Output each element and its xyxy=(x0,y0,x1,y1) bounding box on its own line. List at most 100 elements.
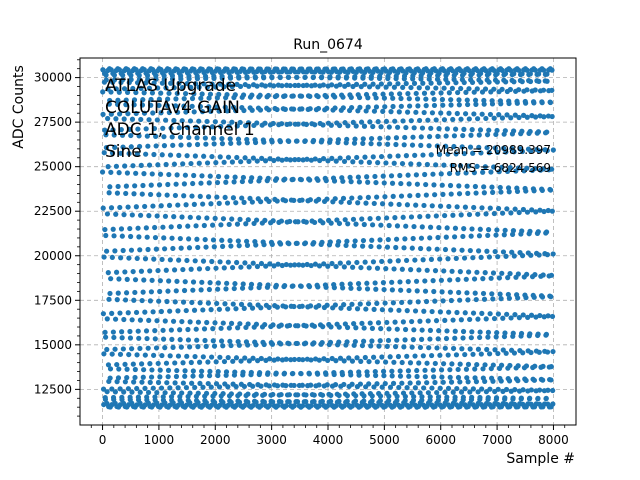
data-point xyxy=(431,374,437,380)
data-point xyxy=(162,390,168,396)
data-point xyxy=(250,155,256,161)
data-point xyxy=(388,109,394,115)
data-point xyxy=(141,367,147,373)
data-point xyxy=(107,184,113,190)
data-point xyxy=(405,279,411,285)
data-point xyxy=(478,150,484,156)
data-point xyxy=(454,385,460,392)
data-point xyxy=(195,215,202,221)
data-point xyxy=(477,329,483,335)
data-point xyxy=(199,368,205,374)
data-point xyxy=(316,196,322,202)
data-point xyxy=(389,373,395,379)
data-point xyxy=(515,378,521,384)
data-point xyxy=(545,207,551,214)
data-point xyxy=(433,117,439,123)
data-point xyxy=(237,216,243,222)
data-point xyxy=(123,102,129,108)
data-point xyxy=(369,338,375,344)
data-point xyxy=(409,245,415,251)
data-point xyxy=(510,228,517,234)
data-point xyxy=(325,357,331,364)
x-tick-label: 5000 xyxy=(369,433,400,447)
data-point xyxy=(405,91,411,97)
data-point xyxy=(426,246,432,252)
data-point xyxy=(370,123,376,130)
data-point xyxy=(332,382,339,388)
data-point xyxy=(160,327,166,333)
data-point xyxy=(120,346,126,352)
data-point xyxy=(129,389,135,395)
data-point xyxy=(159,352,165,359)
data-point xyxy=(220,216,227,222)
data-point xyxy=(194,236,200,242)
data-point xyxy=(495,386,501,392)
data-point xyxy=(118,255,124,261)
data-point xyxy=(132,277,139,283)
data-point xyxy=(400,319,406,325)
data-point xyxy=(250,402,256,409)
data-point xyxy=(524,67,530,73)
data-point xyxy=(279,121,285,127)
data-point xyxy=(163,267,169,273)
data-point xyxy=(431,96,437,102)
data-point xyxy=(184,153,190,159)
data-point xyxy=(463,366,470,372)
data-point xyxy=(403,153,409,159)
data-point xyxy=(442,246,449,253)
data-point xyxy=(116,276,122,282)
data-point xyxy=(249,92,255,98)
data-point xyxy=(489,291,495,297)
data-point xyxy=(258,355,264,362)
data-point xyxy=(266,107,272,113)
data-point xyxy=(462,386,468,392)
data-point xyxy=(519,148,526,155)
data-point xyxy=(532,87,538,93)
data-point xyxy=(234,221,241,227)
data-point xyxy=(101,351,107,357)
data-point xyxy=(291,382,297,389)
data-point xyxy=(129,346,135,352)
data-point xyxy=(429,203,435,209)
data-point xyxy=(157,374,163,380)
data-point xyxy=(493,131,499,138)
data-point xyxy=(172,103,179,109)
data-point xyxy=(257,282,263,288)
data-point xyxy=(163,85,169,91)
data-point xyxy=(369,325,376,331)
data-point xyxy=(402,397,408,404)
data-point xyxy=(458,212,464,218)
data-point xyxy=(113,163,120,169)
data-point xyxy=(528,312,535,318)
data-point xyxy=(392,319,398,325)
data-point xyxy=(184,353,190,359)
data-point xyxy=(536,252,542,258)
data-point xyxy=(453,352,460,358)
data-point xyxy=(448,191,454,197)
data-point xyxy=(162,246,168,252)
data-point xyxy=(140,97,146,103)
data-point xyxy=(460,233,466,240)
data-point xyxy=(236,342,242,348)
data-point xyxy=(163,360,170,366)
data-point xyxy=(371,108,378,114)
data-point xyxy=(162,213,169,219)
data-point xyxy=(105,115,111,122)
data-point xyxy=(176,223,183,230)
data-point xyxy=(249,305,256,311)
data-point xyxy=(178,76,184,82)
data-point xyxy=(541,208,547,215)
data-point xyxy=(455,89,461,96)
data-point xyxy=(363,306,369,312)
data-point xyxy=(395,353,402,360)
data-point xyxy=(242,355,248,361)
data-point xyxy=(145,246,151,253)
data-point xyxy=(182,279,188,285)
data-point xyxy=(388,201,394,207)
data-point xyxy=(181,181,187,187)
data-point xyxy=(308,382,314,388)
data-point xyxy=(358,358,364,364)
data-point xyxy=(217,154,223,160)
data-point xyxy=(307,177,313,183)
data-point xyxy=(419,125,426,131)
